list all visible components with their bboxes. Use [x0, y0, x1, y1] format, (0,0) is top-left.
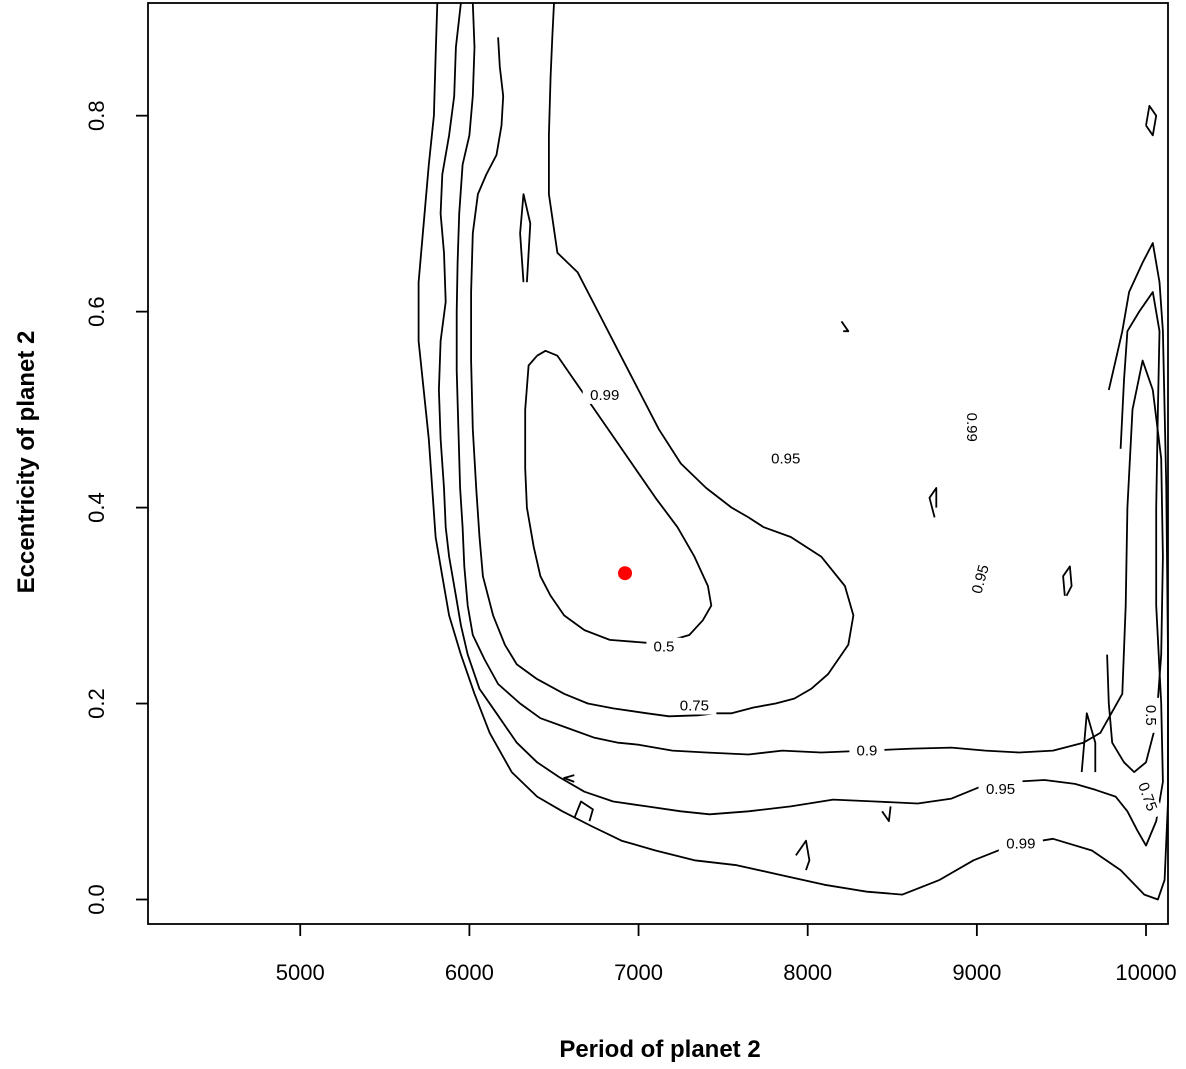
svg-text:0.95: 0.95	[969, 563, 993, 596]
x-tick-label: 9000	[952, 960, 1001, 985]
contour-line-0-5	[524, 349, 713, 644]
x-tick-label: 8000	[783, 960, 832, 985]
svg-text:0.75: 0.75	[1134, 780, 1160, 813]
svg-text:0.5: 0.5	[1142, 705, 1159, 726]
contour-label: 0.99	[962, 405, 981, 450]
x-axis-title: Period of planet 2	[559, 1036, 760, 1063]
svg-text:0.99: 0.99	[1006, 836, 1035, 853]
y-tick-label: 0.0	[84, 884, 109, 915]
contour-island	[573, 800, 594, 822]
contour-label: 0.9	[849, 741, 885, 760]
contour-island	[881, 806, 892, 822]
contour-line-0-95	[438, 2, 1164, 847]
contour-line-0-99	[417, 2, 1169, 901]
svg-text:0.99: 0.99	[590, 387, 619, 404]
contour-labels: 0.5 0.75 0.9 0.95 0.95 0.95 0.99 0.99 0.99 0.5 0.7…	[582, 385, 1164, 853]
contour-islands	[519, 105, 1158, 871]
y-tick-label: 0.4	[84, 492, 109, 523]
y-axis-title: Eccentricity of planet 2	[13, 331, 40, 594]
x-tick-label: 5000	[276, 960, 325, 985]
y-axis: 0.0 0.2 0.4 0.6 0.8	[84, 100, 148, 915]
contour-lines	[417, 2, 1169, 901]
svg-text:0.9: 0.9	[856, 743, 877, 760]
contour-island	[928, 487, 938, 518]
contour-label: 0.5	[1142, 697, 1161, 733]
svg-text:0.99: 0.99	[963, 413, 980, 442]
plot-frame	[147, 2, 1169, 925]
contour-island	[563, 774, 575, 783]
best-fit-point	[618, 566, 633, 581]
svg-text:0.95: 0.95	[986, 781, 1015, 798]
svg-text:0.75: 0.75	[680, 698, 709, 715]
contour-island	[1062, 565, 1073, 597]
contour-label: 0.75	[1131, 772, 1164, 821]
contour-label: 0.99	[582, 385, 627, 404]
contour-island	[1080, 712, 1097, 773]
contour-label: 0.95	[978, 779, 1023, 798]
y-tick-label: 0.6	[84, 296, 109, 327]
contour-label: 0.95	[965, 555, 995, 603]
x-tick-label: 10000	[1115, 960, 1176, 985]
svg-text:0.95: 0.95	[771, 451, 800, 468]
x-axis: 5000 6000 7000 8000 9000 10000	[276, 924, 1177, 985]
contour-island	[795, 839, 811, 871]
contour-label: 0.75	[672, 696, 717, 715]
y-tick-label: 0.8	[84, 100, 109, 131]
contour-label: 0.95	[763, 449, 808, 468]
contour-label: 0.99	[998, 834, 1043, 853]
y-tick-label: 0.2	[84, 688, 109, 719]
svg-text:0.5: 0.5	[653, 639, 674, 656]
contour-line-0-75	[470, 2, 855, 718]
contour-island	[519, 193, 532, 283]
contour-island	[840, 320, 850, 333]
x-tick-label: 7000	[614, 960, 663, 985]
contour-line-0-9	[455, 2, 1164, 773]
contour-island	[1145, 105, 1158, 137]
x-tick-label: 6000	[445, 960, 494, 985]
contour-label: 0.5	[646, 637, 682, 656]
